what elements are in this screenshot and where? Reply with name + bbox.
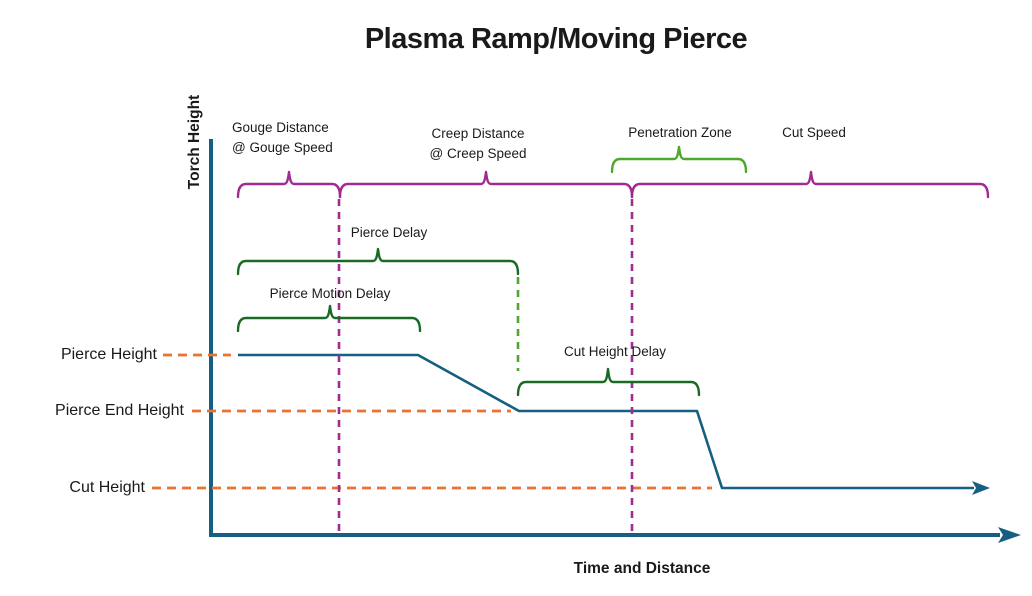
gouge-zone-label-line1: Gouge Distance [232,120,329,135]
penetration-zone-brace [610,145,748,174]
x-axis-arrow-icon [998,527,1021,543]
creep-distance-brace [338,170,634,199]
creep-zone-label: Creep Distance @ Creep Speed [429,124,526,164]
cut-height-label: Cut Height [69,479,145,496]
x-axis-label: Time and Distance [573,560,711,577]
pierce-height-label: Pierce Height [60,346,157,363]
creep-zone-label-line1: Creep Distance [431,126,525,141]
profile-line-arrow-icon [972,481,990,495]
gouge-distance-brace [236,170,342,199]
cut-height-delay-label: Cut Height Delay [563,344,667,359]
gouge-zone-label: Gouge Distance @ Gouge Speed [232,118,333,158]
pierce-motion-delay-label: Pierce Motion Delay [269,286,391,301]
gouge-zone-label-line2: @ Gouge Speed [232,140,333,155]
pierce-delay-label: Pierce Delay [350,225,428,240]
pierce-motion-delay-brace [236,304,422,333]
pierce-end-height-label: Pierce End Height [55,402,184,419]
axes-lines [209,139,1000,537]
page-title: Plasma Ramp/Moving Pierce [364,23,748,55]
pierce-delay-brace [236,247,520,276]
penetration-zone-label: Penetration Zone [628,125,732,140]
cut-height-delay-brace [516,367,701,397]
cut-speed-brace [630,170,990,199]
cut-speed-label: Cut Speed [782,125,846,140]
creep-zone-label-line2: @ Creep Speed [429,146,527,161]
y-axis-label: Torch Height [186,94,203,190]
torch-height-profile-line [238,353,974,490]
